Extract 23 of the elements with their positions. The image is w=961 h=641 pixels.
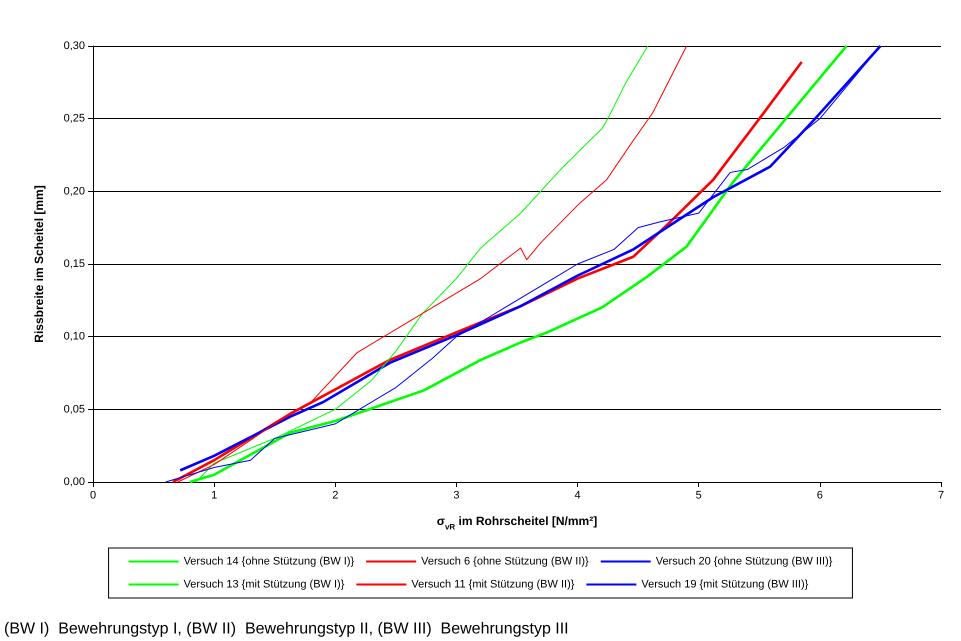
legend-label: Versuch 13 {mit Stützung (BW I)} — [184, 578, 345, 590]
x-tick-label: 0 — [90, 490, 96, 502]
y-tick-label: 0,20 — [64, 185, 85, 198]
y-tick-label: 0,10 — [64, 330, 85, 343]
legend-label: Versuch 6 {ohne Stützung (BW II)} — [421, 556, 590, 568]
x-tick-label: 1 — [211, 490, 218, 502]
x-tick-label: 2 — [332, 490, 338, 502]
y-tick-label: 0,25 — [64, 112, 85, 125]
legend-label: Versuch 20 {ohne Stützung (BW III)} — [656, 556, 833, 568]
y-axis-title: Rissbreite im Scheitel [mm] — [32, 185, 46, 343]
legend-label: Versuch 19 {mit Stützung (BW III)} — [641, 578, 809, 590]
y-tick-label: 0,30 — [64, 40, 85, 52]
x-tick-label: 3 — [453, 490, 460, 502]
x-tick-label: 4 — [574, 490, 581, 502]
legend-label: Versuch 11 {mit Stützung (BW II)} — [411, 578, 575, 590]
y-tick-label: 0,15 — [64, 258, 85, 270]
y-tick-label: 0,00 — [64, 476, 85, 488]
legend-label: Versuch 14 {ohne Stützung (BW I)} — [184, 556, 354, 568]
x-tick-label: 5 — [696, 490, 702, 502]
text: (BW I) Bewehrungstyp I, (BW II) Bewehrungstyp II, (BW III) Bewehrungstyp III — [4, 620, 569, 638]
x-tick-label: 6 — [816, 490, 823, 502]
y-tick-label: 0,05 — [64, 403, 85, 416]
x-tick-label: 7 — [938, 490, 944, 502]
